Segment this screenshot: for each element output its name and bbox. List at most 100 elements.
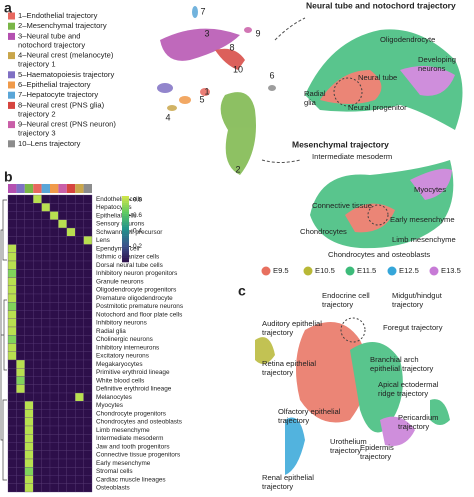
heatmap-cell	[49, 203, 59, 212]
heatmap-cell	[7, 417, 17, 427]
heatmap-cell	[16, 343, 25, 352]
heatmap-cell	[83, 384, 93, 394]
legend-swatch	[8, 121, 15, 129]
trajectory-label: trajectory	[360, 452, 391, 461]
trajectory-label: Retina epithelial	[262, 359, 316, 368]
heatmap-cell	[58, 227, 67, 237]
heatmap-cell	[41, 409, 51, 418]
heatmap-cell	[33, 450, 42, 460]
legend-label: 1–Endothelial trajectory	[18, 11, 98, 20]
heatmap-cell	[24, 244, 34, 253]
legend-swatch	[8, 22, 15, 30]
heatmap-cell	[33, 227, 42, 237]
heatmap-cell	[33, 236, 42, 245]
heatmap-cell	[33, 219, 42, 229]
heatmap-cell	[41, 310, 51, 319]
heatmap-cell	[24, 318, 34, 328]
heatmap-cell	[58, 219, 67, 229]
heatmap-cell	[66, 467, 76, 476]
heatmap-cell	[75, 475, 84, 484]
row-label: Primitive erythroid lineage	[96, 369, 170, 376]
heatmap-cell	[58, 483, 67, 493]
colorbar-step	[122, 202, 129, 206]
heatmap-cell	[58, 285, 67, 295]
heatmap-cell	[83, 277, 93, 286]
trajectory-label: Developing	[418, 55, 456, 64]
heatmap-cell	[75, 359, 84, 369]
column-color	[66, 184, 76, 193]
heatmap-cell	[49, 318, 59, 328]
heatmap-cell	[33, 293, 42, 303]
legend-label: trajectory 2	[18, 109, 56, 118]
heatmap-cell	[75, 194, 84, 204]
heatmap-cell	[83, 392, 93, 402]
heatmap-cell	[66, 211, 76, 220]
heatmap-cell	[24, 392, 34, 402]
heatmap-cell	[7, 293, 17, 303]
heatmap-cell	[58, 203, 67, 212]
trajectory-label: Urothelium	[330, 437, 367, 446]
colorbar-step	[122, 196, 129, 199]
heatmap-cell	[41, 458, 51, 468]
colorbar-tick-label: 0.2	[133, 243, 142, 250]
heatmap-cell	[49, 194, 59, 204]
heatmap-cell	[7, 384, 17, 394]
panel-label: a	[4, 0, 12, 16]
heatmap-cell	[24, 351, 34, 361]
trajectory-label: Midgut/hindgut	[392, 291, 443, 300]
heatmap-cell	[24, 368, 34, 377]
heatmap-cell	[58, 417, 67, 427]
heatmap-cell	[33, 417, 42, 427]
colorbar-step	[122, 207, 129, 210]
heatmap-cell	[41, 244, 51, 253]
row-label: Epithelial cells	[96, 212, 137, 219]
heatmap-cell	[7, 434, 17, 443]
heatmap-cell	[49, 211, 59, 220]
heatmap-cell	[41, 219, 51, 229]
row-label: Definitive erythroid lineage	[96, 386, 172, 393]
heatmap-cell	[24, 384, 34, 394]
heatmap-cell	[58, 351, 67, 361]
heatmap-cell	[16, 203, 25, 212]
heatmap-cell	[16, 417, 25, 427]
row-label: Radial glia	[96, 328, 126, 335]
row-label: Hepatocytes	[96, 204, 132, 211]
row-label: Sensory neurons	[96, 221, 144, 228]
legend-swatch	[8, 52, 15, 60]
heatmap-cell	[16, 384, 25, 394]
heatmap-cell	[58, 384, 67, 394]
heatmap-cell	[24, 260, 34, 270]
heatmap-cell	[24, 293, 34, 303]
row-label: Limb mesenchyme	[96, 427, 150, 434]
time-label: E13.5	[441, 266, 461, 275]
heatmap-cell	[75, 260, 84, 270]
heatmap-cell	[24, 252, 34, 262]
heatmap-cell	[16, 483, 25, 493]
heatmap-cell	[7, 467, 17, 476]
heatmap-cell	[7, 318, 17, 328]
heatmap-cell	[58, 252, 67, 262]
heatmap-cell	[83, 475, 93, 484]
heatmap-cell	[58, 277, 67, 286]
heatmap-cell	[66, 318, 76, 328]
row-label: Jaw and tooth progenitors	[96, 443, 170, 450]
heatmap-cell	[41, 425, 51, 435]
row-label: Schwann cell precursor	[96, 229, 163, 236]
heatmap-cell	[75, 343, 84, 352]
row-label: Stromal cells	[96, 468, 133, 475]
heatmap-cell	[58, 343, 67, 352]
row-label: Excitatory neurons	[96, 353, 149, 360]
colorbar-step	[122, 235, 129, 239]
heatmap-cell	[7, 326, 17, 336]
heatmap-cell	[66, 244, 76, 253]
trajectory-label: Neural progenitor	[348, 103, 407, 112]
heatmap-cell	[49, 343, 59, 352]
heatmap-cell	[83, 252, 93, 262]
time-swatch	[429, 266, 439, 276]
column-color	[83, 184, 92, 193]
heatmap-cell	[7, 343, 17, 352]
legend-label: trajectory 1	[18, 60, 56, 69]
trajectory-label: Oligodendrocyte	[380, 35, 435, 44]
heatmap-cell	[33, 384, 42, 394]
heatmap-cell	[66, 392, 76, 402]
